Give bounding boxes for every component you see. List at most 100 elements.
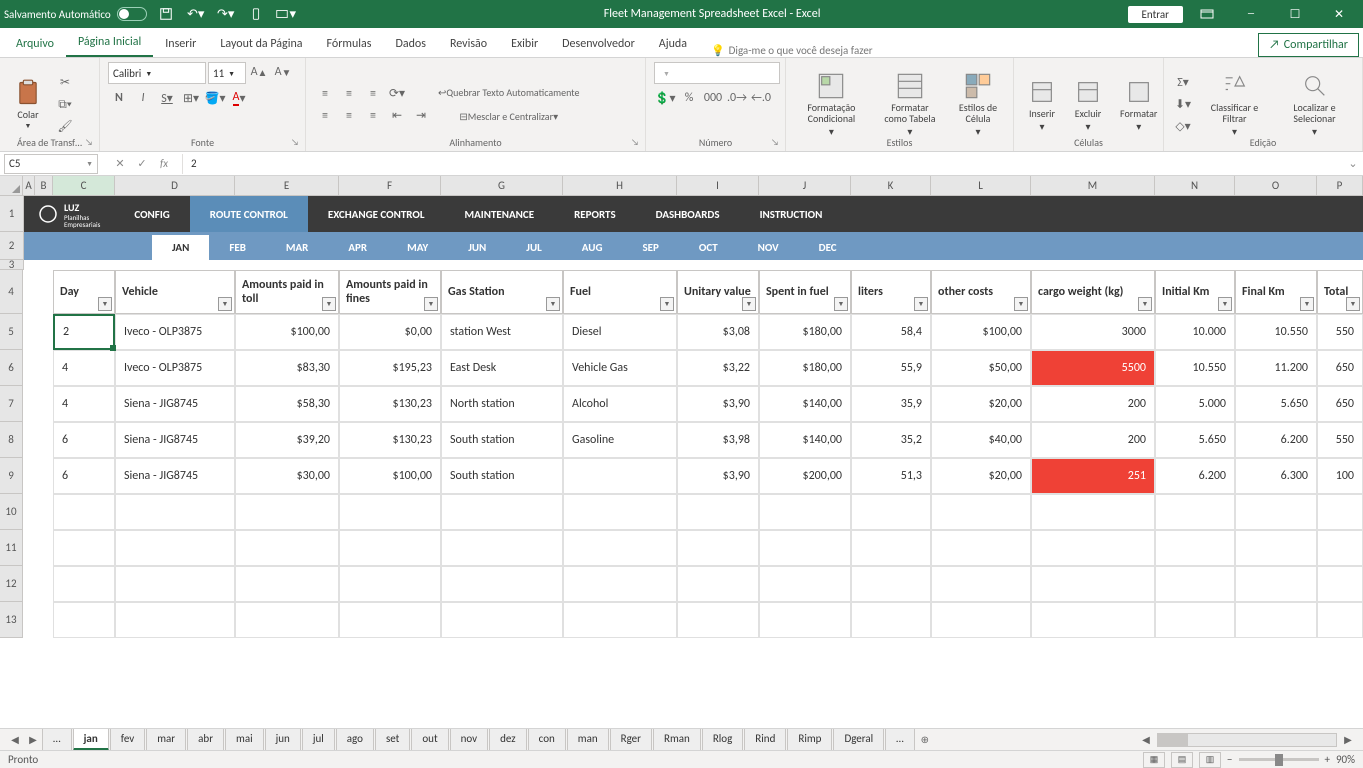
formula-expand-icon[interactable]: ⌄	[1343, 157, 1363, 170]
number-dialog-launcher[interactable]: ↘	[771, 137, 783, 149]
increase-font-icon[interactable]: A▲	[248, 62, 270, 82]
empty-cell[interactable]	[53, 566, 115, 602]
empty-cell[interactable]	[115, 530, 235, 566]
empty-cell[interactable]	[235, 494, 339, 530]
cell-r6-c8[interactable]: 55,9	[851, 350, 931, 386]
row-header-4[interactable]: 4	[0, 270, 23, 314]
empty-cell[interactable]	[1155, 494, 1235, 530]
cell-r9-c4[interactable]: South station	[441, 458, 563, 494]
alignment-dialog-launcher[interactable]: ↘	[631, 137, 643, 149]
cell-r6-c1[interactable]: Iveco - OLP3875	[115, 350, 235, 386]
month-tab-jun[interactable]: JUN	[448, 235, 506, 260]
sheet-tab-Rger[interactable]: Rger	[610, 729, 652, 751]
maximize-icon[interactable]: ☐	[1275, 2, 1315, 26]
font-color-button[interactable]: A▾	[228, 88, 250, 108]
sheet-tab-mar[interactable]: mar	[146, 729, 186, 751]
month-tab-apr[interactable]: APR	[328, 235, 387, 260]
empty-cell[interactable]	[1235, 494, 1317, 530]
empty-cell[interactable]	[339, 494, 441, 530]
cell-r9-c10[interactable]: 251	[1031, 458, 1155, 494]
hscroll-thumb[interactable]	[1158, 734, 1188, 746]
sheet-tab-fev[interactable]: fev	[110, 729, 145, 751]
row-header-9[interactable]: 9	[0, 458, 23, 494]
col-header-H[interactable]: H	[563, 176, 677, 195]
sheet-tab-Dgeral[interactable]: Dgeral	[833, 729, 884, 751]
delete-cells-button[interactable]: Excluir▾	[1068, 76, 1108, 134]
empty-cell[interactable]	[563, 530, 677, 566]
sheet-tab-con[interactable]: con	[528, 729, 566, 751]
empty-cell[interactable]	[339, 530, 441, 566]
empty-cell[interactable]	[1031, 494, 1155, 530]
sheet-tab-Rimp[interactable]: Rimp	[787, 729, 832, 751]
cell-r8-c8[interactable]: 35,2	[851, 422, 931, 458]
cell-r7-c10[interactable]: 200	[1031, 386, 1155, 422]
filter-icon[interactable]: ▼	[322, 297, 336, 311]
hscroll-track[interactable]	[1157, 733, 1337, 747]
nav-tab-route-control[interactable]: ROUTE CONTROL	[190, 196, 308, 232]
col-header-D[interactable]: D	[115, 176, 235, 195]
cell-r7-c9[interactable]: $20,00	[931, 386, 1031, 422]
hscroll-left[interactable]: ◀	[1137, 733, 1155, 746]
empty-cell[interactable]	[677, 530, 759, 566]
col-header-L[interactable]: L	[931, 176, 1031, 195]
th-gas-station[interactable]: Gas Station▼	[441, 270, 563, 314]
select-all-corner[interactable]	[0, 176, 23, 195]
cell-r7-c13[interactable]: 650	[1317, 386, 1363, 422]
filter-icon[interactable]: ▼	[98, 297, 112, 311]
col-header-I[interactable]: I	[677, 176, 759, 195]
percent-icon[interactable]: %	[678, 88, 700, 108]
col-header-M[interactable]: M	[1031, 176, 1155, 195]
nav-tab-reports[interactable]: REPORTS	[554, 196, 636, 232]
format-cells-button[interactable]: Formatar▾	[1114, 76, 1163, 134]
sheet-tab-abr[interactable]: abr	[187, 729, 224, 751]
page-break-icon[interactable]: ▥	[1199, 752, 1221, 768]
month-tab-nov[interactable]: NOV	[738, 235, 799, 260]
empty-cell[interactable]	[851, 602, 931, 638]
empty-cell[interactable]	[563, 494, 677, 530]
tab-developer[interactable]: Desenvolvedor	[550, 31, 647, 57]
save-icon[interactable]	[155, 3, 177, 25]
bold-button[interactable]: N	[108, 88, 130, 108]
cell-r5-c11[interactable]: 10.000	[1155, 314, 1235, 350]
empty-cell[interactable]	[441, 494, 563, 530]
cell-r6-c10[interactable]: 5500	[1031, 350, 1155, 386]
empty-cell[interactable]	[441, 530, 563, 566]
format-as-table-button[interactable]: Formatar como Tabela▾	[875, 70, 945, 139]
minimize-icon[interactable]: ─	[1231, 2, 1271, 26]
sheet-tab-nov[interactable]: nov	[450, 729, 489, 751]
cell-r5-c6[interactable]: $3,08	[677, 314, 759, 350]
cell-r8-c10[interactable]: 200	[1031, 422, 1155, 458]
tab-review[interactable]: Revisão	[438, 31, 499, 57]
empty-cell[interactable]	[1317, 530, 1363, 566]
ribbon-display-icon[interactable]	[1187, 2, 1227, 26]
filter-icon[interactable]: ▼	[1014, 297, 1028, 311]
cell-r5-c0[interactable]: 2	[53, 314, 115, 350]
zoom-in-button[interactable]: +	[1325, 753, 1330, 766]
tab-file[interactable]: Arquivo	[4, 31, 66, 57]
filter-icon[interactable]: ▼	[742, 297, 756, 311]
cell-r6-c5[interactable]: Vehicle Gas	[563, 350, 677, 386]
indent-decrease-icon[interactable]: ⇤	[386, 106, 408, 126]
empty-cell[interactable]	[677, 602, 759, 638]
cell-r7-c12[interactable]: 5.650	[1235, 386, 1317, 422]
col-header-E[interactable]: E	[235, 176, 339, 195]
col-header-K[interactable]: K	[851, 176, 931, 195]
tab-nav-next[interactable]: ▶	[24, 733, 42, 746]
empty-cell[interactable]	[235, 566, 339, 602]
th-final-km[interactable]: Final Km▼	[1235, 270, 1317, 314]
currency-icon[interactable]: 💲▾	[654, 88, 676, 108]
cell-r9-c11[interactable]: 6.200	[1155, 458, 1235, 494]
worksheet-grid[interactable]: 1LUZPlanilhasEmpresariaisCONFIGROUTE CON…	[0, 196, 1363, 638]
cell-styles-button[interactable]: Estilos de Célula▾	[951, 70, 1005, 139]
th-cargo-weight-kg-[interactable]: cargo weight (kg)▼	[1031, 270, 1155, 314]
empty-cell[interactable]	[1031, 530, 1155, 566]
cell-r8-c7[interactable]: $140,00	[759, 422, 851, 458]
row-header-11[interactable]: 11	[0, 530, 23, 566]
formula-input[interactable]: 2	[183, 157, 1343, 170]
th-vehicle[interactable]: Vehicle▼	[115, 270, 235, 314]
border-button[interactable]: ⊞▾	[180, 88, 202, 108]
tab-nav-prev[interactable]: ◀	[6, 733, 24, 746]
sheet-tab-man[interactable]: man	[567, 729, 609, 751]
cell-r5-c4[interactable]: station West	[441, 314, 563, 350]
empty-cell[interactable]	[1155, 530, 1235, 566]
